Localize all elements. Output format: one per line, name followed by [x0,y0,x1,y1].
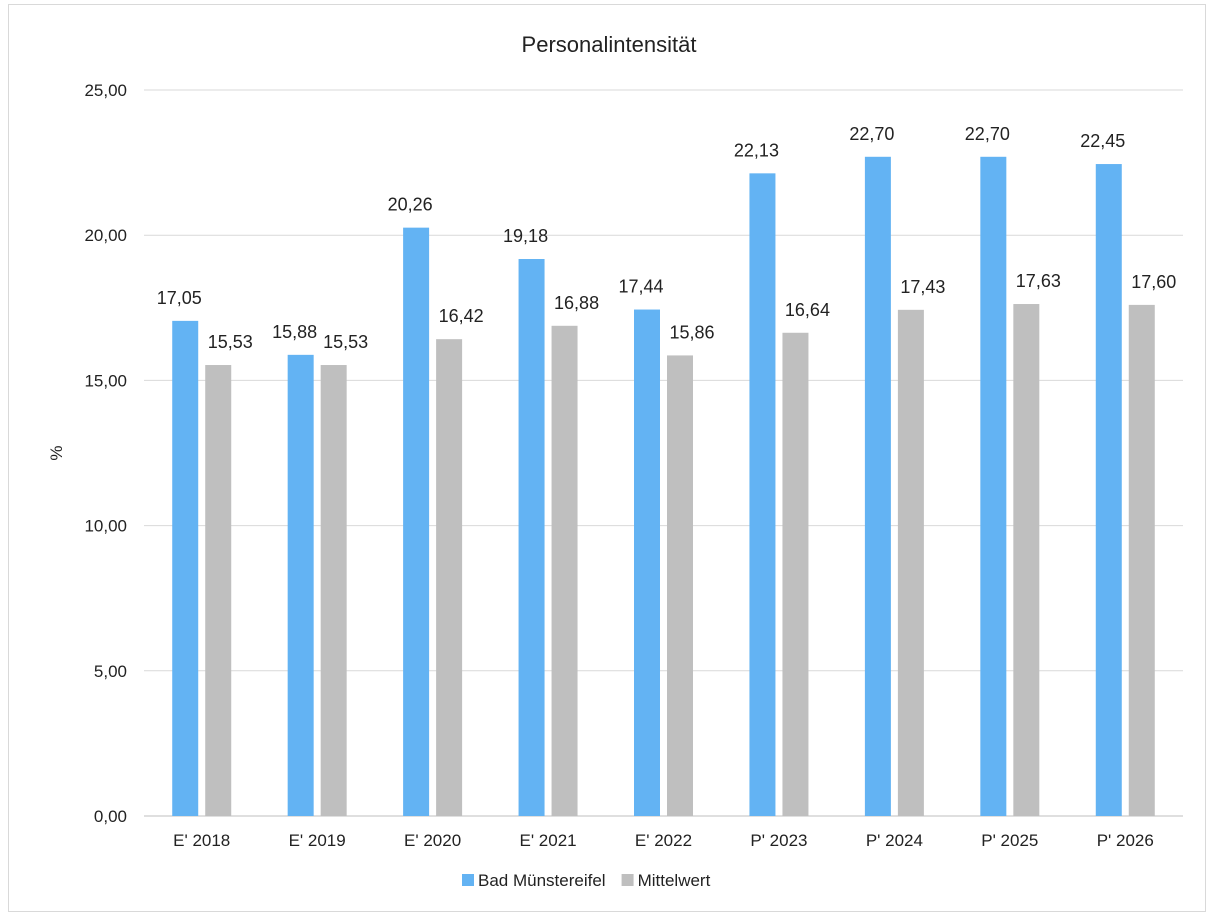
x-axis-ticks: E' 2018 E' 2019 E' 2020 E' 2021 E' 2022 P' 20… [173,831,1154,850]
data-label: 16,42 [439,306,484,326]
bar [1128,304,1155,816]
bar [403,227,430,816]
bar [749,173,776,817]
x-tick-label: P' 2023 [750,831,807,850]
bar [980,156,1007,817]
legend-label: Mittelwert [638,871,711,890]
data-label: 17,05 [157,288,202,308]
x-tick-label: E' 2018 [173,831,230,850]
legend: Bad Münstereifel Mittelwert [462,871,711,890]
bar [1095,164,1122,816]
bar [551,325,578,816]
chart-title: Personalintensität [522,32,697,57]
bars [172,156,1155,817]
bar [172,320,199,816]
legend-label: Bad Münstereifel [478,871,606,890]
data-label: 15,53 [208,332,253,352]
bar [667,355,693,816]
data-label: 15,86 [669,322,714,342]
y-tick-label: 20,00 [84,226,127,245]
data-label: 17,63 [1016,271,1061,291]
x-tick-label: E' 2022 [635,831,692,850]
bar [1013,304,1040,816]
data-label: 17,44 [618,277,663,297]
data-labels: 17,05 15,53 15,88 15,53 20,26 16,42 19,18 16,88… [157,124,1177,352]
data-label: 22,13 [734,140,779,160]
data-label: 22,70 [849,124,894,144]
y-tick-label: 10,00 [84,517,127,536]
y-tick-label: 15,00 [84,371,127,390]
x-tick-label: E' 2019 [289,831,346,850]
x-tick-label: P' 2024 [866,831,923,850]
data-label: 17,60 [1131,272,1176,292]
y-tick-label: 5,00 [94,662,127,681]
bar [320,365,347,816]
data-label: 19,18 [503,226,548,246]
data-label: 15,53 [323,332,368,352]
legend-swatch [621,874,634,886]
y-tick-label: 25,00 [84,81,127,100]
y-axis-ticks: 0,00 5,00 10,00 15,00 20,00 25,00 [84,81,127,826]
bar [897,309,924,816]
x-tick-label: P' 2025 [981,831,1038,850]
bar [287,354,314,816]
legend-swatch [462,874,474,886]
data-label: 16,64 [785,300,830,320]
data-label: 16,88 [554,293,599,313]
gridlines [144,89,1183,817]
data-label: 17,43 [900,277,945,297]
bar [864,156,891,817]
data-label: 22,45 [1080,131,1125,151]
data-label: 22,70 [965,124,1010,144]
y-tick-label: 0,00 [94,807,127,826]
bar [634,309,660,816]
bar [205,365,232,816]
x-tick-label: E' 2021 [519,831,576,850]
bar [436,339,463,816]
x-tick-label: E' 2020 [404,831,461,850]
bar [782,332,809,816]
x-tick-label: P' 2026 [1097,831,1154,850]
bar [518,259,545,816]
data-label: 20,26 [388,195,433,215]
data-label: 15,88 [272,322,317,342]
y-axis-label: % [47,445,66,460]
